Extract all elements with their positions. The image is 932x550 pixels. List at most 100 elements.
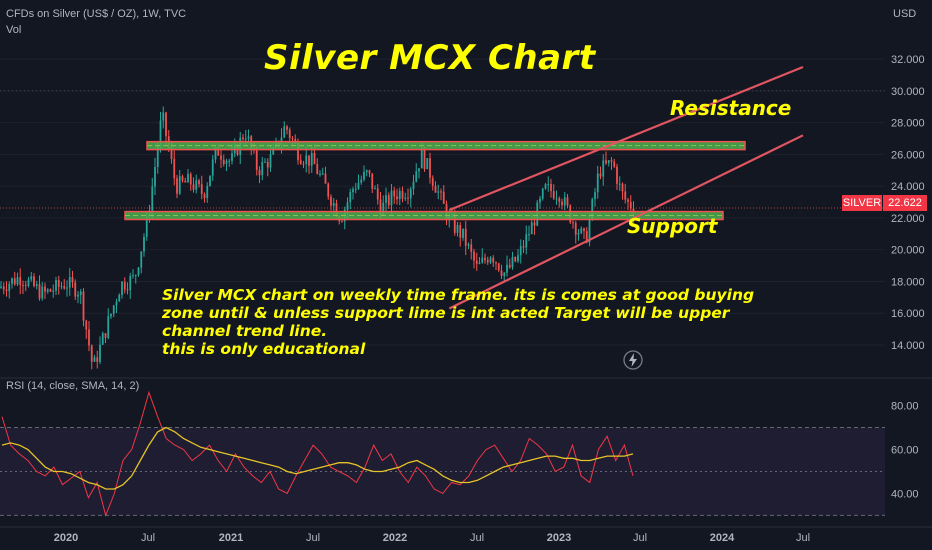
trend-channel	[448, 65, 804, 310]
candle-body	[118, 294, 121, 302]
candle-body	[396, 196, 398, 200]
candle-body	[49, 289, 52, 292]
price-tick-label: 16.000	[891, 308, 925, 320]
candle-body	[140, 251, 143, 268]
candle-body	[572, 222, 574, 224]
candle-body	[456, 225, 459, 233]
candle-body	[310, 152, 313, 166]
candle-body	[244, 138, 247, 140]
candle-body	[371, 173, 374, 189]
candle-body	[211, 159, 214, 176]
price-tick-label: 26.000	[891, 149, 925, 161]
price-tick-label: 32.000	[891, 54, 925, 66]
candle-body	[13, 278, 16, 285]
time-tick-label: 2023	[547, 532, 571, 544]
candle-body	[327, 183, 330, 197]
resistance-label: Resistance	[670, 96, 792, 120]
candle-body	[354, 188, 357, 190]
lightning-icon[interactable]	[622, 349, 644, 371]
candle-body	[418, 168, 420, 172]
candle-body	[492, 257, 495, 263]
price-tick-label: 14.000	[891, 340, 925, 352]
candle-body	[407, 197, 409, 199]
candle-body	[5, 289, 8, 292]
candle-body	[173, 158, 176, 179]
candle-body	[610, 160, 613, 162]
candle-body	[431, 177, 434, 186]
candle-body	[607, 160, 610, 164]
candle-body	[63, 286, 66, 289]
note-line: this is only educational	[162, 340, 366, 358]
candle-body	[332, 203, 335, 206]
candle-body	[187, 173, 189, 183]
candle-body	[464, 228, 467, 246]
price-tag-symbol[interactable]: SILVER	[842, 195, 882, 211]
candle-body	[184, 180, 187, 183]
candle-body	[357, 182, 360, 189]
candle-body	[525, 234, 528, 248]
candle-body	[423, 147, 426, 170]
support-label: Support	[627, 214, 718, 238]
time-tick-label: Jul	[633, 532, 647, 544]
candle-body	[57, 280, 60, 287]
candle-body	[19, 277, 22, 285]
candle-body	[66, 287, 68, 289]
candle-body	[519, 246, 522, 256]
candle-body	[324, 173, 327, 184]
support-resistance-zones	[124, 140, 746, 221]
candle-body	[382, 202, 385, 216]
candle-body	[539, 198, 541, 203]
candle-body	[220, 155, 222, 160]
candle-body	[77, 294, 79, 297]
rsi-tick-label: 60.00	[891, 445, 919, 457]
candle-body	[129, 276, 132, 291]
candle-body	[514, 256, 517, 262]
candle-body	[11, 278, 13, 284]
candle-body	[462, 228, 464, 238]
candle-body	[305, 155, 308, 164]
lower-channel-line	[448, 134, 804, 310]
time-tick-label: Jul	[796, 532, 810, 544]
time-tick-label: Jul	[141, 532, 155, 544]
candle-body	[200, 184, 203, 194]
candle-body	[547, 183, 550, 185]
candle-body	[291, 138, 294, 140]
candle-body	[613, 161, 616, 167]
candle-body	[308, 155, 310, 166]
candle-body	[52, 290, 55, 292]
candle-body	[561, 201, 563, 206]
candle-body	[618, 183, 621, 185]
candle-body	[151, 186, 154, 214]
candle-body	[401, 190, 404, 199]
candle-body	[228, 160, 231, 162]
candle-body	[484, 257, 486, 261]
candle-body	[591, 199, 594, 220]
candle-body	[96, 357, 99, 362]
candle-body	[55, 280, 57, 291]
rsi-label: RSI (14, close, SMA, 14, 2)	[6, 380, 140, 392]
note-line: channel trend line.	[162, 322, 328, 340]
candle-body	[225, 160, 228, 164]
candle-body	[99, 344, 101, 362]
candle-body	[360, 179, 363, 183]
candle-body	[176, 178, 178, 194]
candle-body	[602, 160, 605, 177]
candle-body	[420, 147, 423, 169]
candle-body	[154, 166, 156, 187]
candle-body	[110, 313, 112, 317]
candle-body	[506, 264, 508, 273]
candle-body	[393, 190, 396, 197]
candle-body	[544, 184, 547, 189]
candle-body	[352, 189, 354, 193]
candle-body	[629, 201, 632, 209]
analysis-note: Silver MCX chart on weekly time frame. i…	[162, 286, 762, 358]
candle-body	[533, 222, 536, 226]
candle-body	[558, 198, 561, 202]
candle-body	[517, 255, 519, 262]
candle-body	[583, 228, 585, 232]
candle-body	[627, 199, 629, 202]
candle-body	[137, 267, 140, 276]
candle-body	[426, 158, 429, 170]
candle-body	[563, 197, 566, 206]
candle-body	[404, 197, 407, 199]
